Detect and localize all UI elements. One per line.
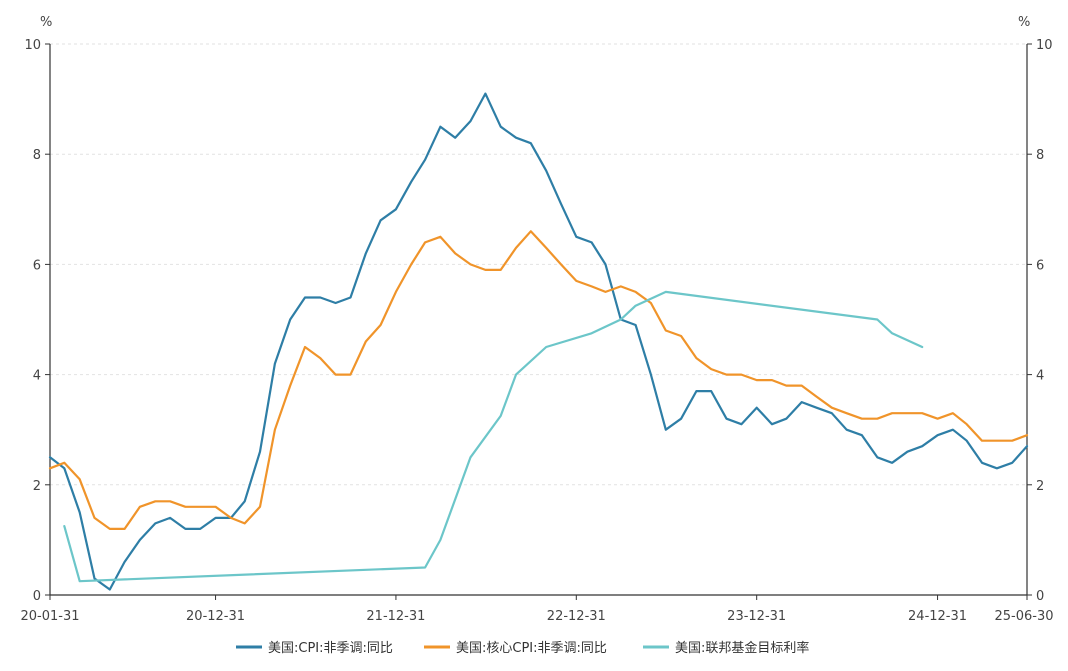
y-left-unit-label: % xyxy=(40,15,52,30)
x-tick-label: 24-12-31 xyxy=(908,609,967,624)
y-left-tick-label: 10 xyxy=(24,38,41,53)
x-tick-label: 25-06-30 xyxy=(994,609,1053,624)
x-tick-label: 20-01-31 xyxy=(20,609,79,624)
y-right-unit-label: % xyxy=(1018,15,1030,30)
legend-label: 美国:CPI:非季调:同比 xyxy=(268,641,393,656)
y-right-tick-label: 8 xyxy=(1036,148,1044,163)
legend: 美国:CPI:非季调:同比 美国:核心CPI:非季调:同比 美国:联邦基金目标利率 xyxy=(236,640,809,656)
y-right-tick-label: 6 xyxy=(1036,258,1044,273)
y-right-tick-label: 4 xyxy=(1036,369,1044,384)
y-left-tick-label: 8 xyxy=(33,148,41,163)
x-tick-label: 22-12-31 xyxy=(547,609,606,624)
y-left-tick-label: 0 xyxy=(33,589,41,604)
series-line-2 xyxy=(48,230,1029,530)
x-tick-label: 21-12-31 xyxy=(366,609,425,624)
legend-label: 美国:联邦基金目标利率 xyxy=(675,640,809,656)
series-lines xyxy=(48,92,1029,591)
y-left-tick-label: 6 xyxy=(33,258,41,273)
y-left-tick-label: 4 xyxy=(33,369,41,384)
series-line-1 xyxy=(48,92,1029,591)
y-right-tick-label: 0 xyxy=(1036,589,1044,604)
y-right-tick-label: 2 xyxy=(1036,479,1044,494)
grid-lines xyxy=(50,43,1027,486)
y-left-tick-label: 2 xyxy=(33,479,41,494)
series-line-3 xyxy=(63,290,924,583)
axes: % % 0 2 4 6 8 10 0 2 4 6 8 10 20-01-31 20-12-31 21-12-… xyxy=(20,15,1053,624)
y-right-tick-label: 10 xyxy=(1036,38,1053,53)
x-tick-label: 20-12-31 xyxy=(186,609,245,624)
legend-label: 美国:核心CPI:非季调:同比 xyxy=(456,641,607,656)
x-tick-label: 23-12-31 xyxy=(727,609,786,624)
